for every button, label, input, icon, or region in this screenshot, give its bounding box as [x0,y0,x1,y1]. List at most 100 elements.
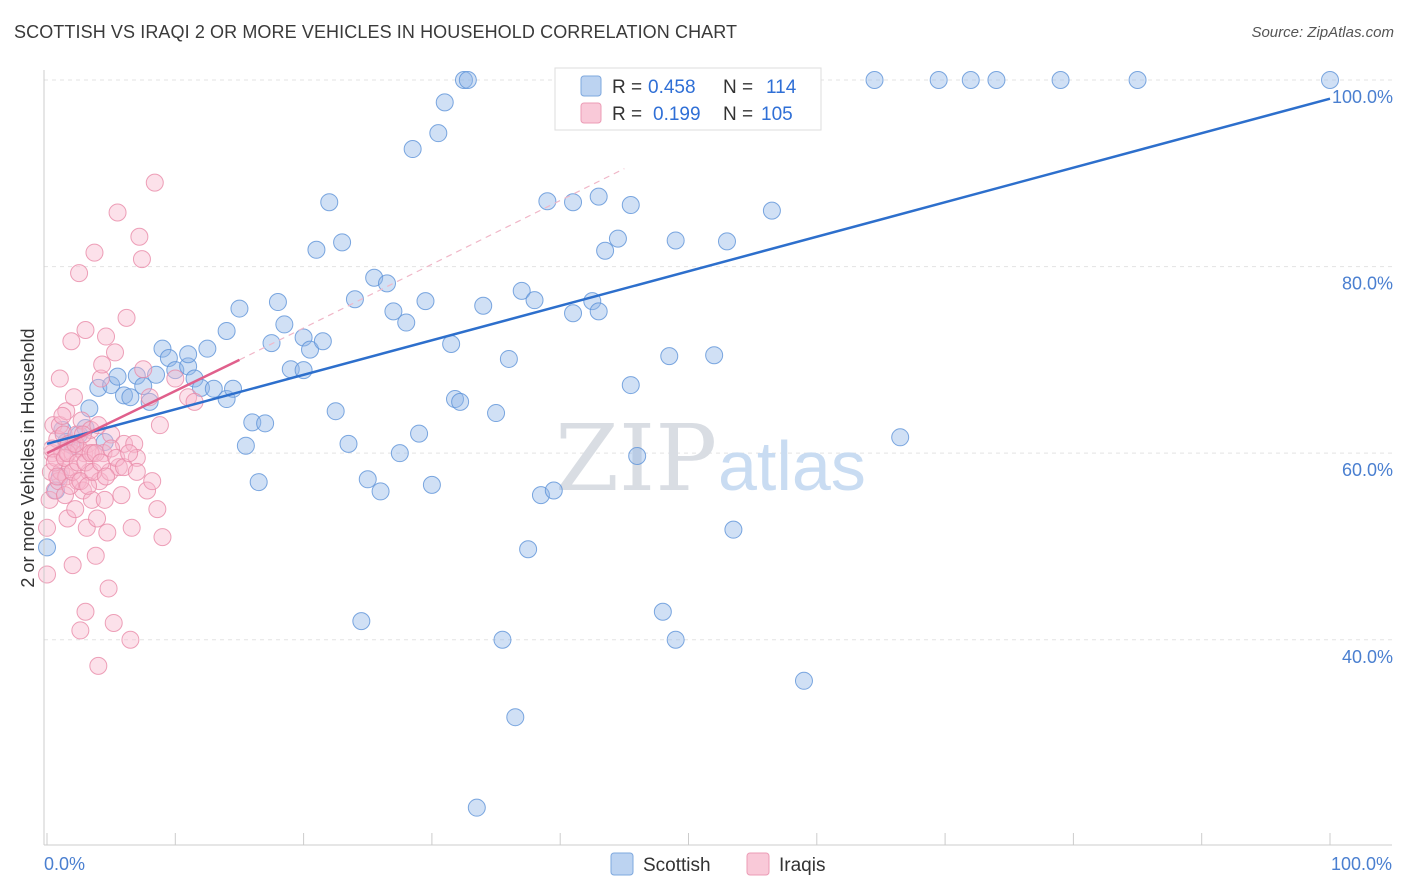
point-scottish-13 [114,386,133,405]
point-scottish-34 [249,473,268,492]
point-iraqis-51 [95,490,114,509]
y-axis-title: 2 or more Vehicles in Household [18,328,38,587]
point-iraqis-99 [97,467,116,486]
legend-n-value-iraqis: 105 [761,104,793,125]
point-scottish-45 [320,193,339,212]
point-scottish-62 [429,124,448,143]
point-scottish-48 [339,434,358,453]
source-label: Source: ZipAtlas.com [1251,24,1394,41]
point-scottish-23 [179,345,198,364]
y-tick-label-2: 60.0% [1342,460,1393,480]
point-scottish-88 [621,196,640,215]
point-scottish-97 [705,346,724,365]
point-iraqis-28 [70,264,89,283]
point-iraqis-11 [50,369,69,388]
legend-n-value-scottish: 114 [766,77,797,98]
point-scottish-65 [445,390,464,409]
trend-line-scottish [46,97,1331,446]
point-scottish-66 [451,392,470,411]
point-scottish-76 [519,540,538,559]
point-scottish-58 [403,140,422,159]
point-scottish-0 [38,538,56,557]
point-iraqis-23 [63,556,82,575]
point-scottish-108 [987,71,1006,89]
point-iraqis-42 [85,243,104,262]
point-iraqis-95 [81,444,100,463]
point-iraqis-36 [77,518,96,537]
point-iraqis-34 [76,321,95,340]
point-iraqis-75 [148,500,167,519]
point-scottish-94 [666,231,685,250]
x-tick-label-100: 100.0% [1331,854,1392,874]
point-iraqis-58 [105,343,124,362]
point-iraqis-68 [130,227,149,246]
point-iraqis-70 [134,360,153,379]
point-scottish-107 [961,71,980,89]
y-tick-label-0: 100.0% [1332,87,1393,107]
point-scottish-26 [198,339,217,358]
point-iraqis-30 [71,621,90,640]
point-scottish-63 [435,93,454,112]
trend-line-iraqis [46,358,240,455]
point-scottish-44 [313,332,332,351]
point-iraqis-77 [153,528,172,547]
point-iraqis-74 [145,173,164,192]
point-scottish-86 [596,241,615,260]
point-scottish-101 [762,201,781,220]
legend-r-label-2: R = [612,104,642,125]
y-tick-label-3: 40.0% [1342,647,1393,667]
point-scottish-64 [442,335,461,354]
point-scottish-59 [410,424,429,443]
point-scottish-31 [230,299,249,318]
point-scottish-60 [416,292,435,311]
bottom-legend-swatch-scottish [610,852,634,876]
point-iraqis-54 [99,579,118,598]
point-iraqis-64 [121,630,140,649]
point-scottish-82 [564,193,583,212]
point-iraqis-44 [88,509,107,528]
point-iraqis-40 [82,490,101,509]
point-iraqis-76 [150,416,169,435]
point-iraqis-94 [79,476,98,495]
legend-r-value-iraqis: 0.199 [653,104,701,125]
point-scottish-85 [589,187,608,206]
trend-extension-iraqis [239,168,625,361]
legend-n-label-2: N = [723,104,753,125]
point-scottish-105 [891,428,910,447]
point-scottish-111 [1321,71,1339,89]
point-scottish-43 [307,240,326,259]
point-scottish-75 [512,281,531,300]
point-scottish-19 [153,339,172,358]
point-scottish-99 [724,520,743,539]
point-scottish-57 [397,313,416,332]
point-scottish-51 [358,470,377,489]
point-scottish-73 [499,349,518,368]
legend-r-value-scottish: 0.458 [648,77,696,98]
legend-swatch-scottish [580,75,602,97]
point-scottish-98 [717,232,736,251]
series-iraqis-points [38,173,204,675]
point-scottish-12 [108,367,127,386]
point-scottish-37 [268,293,287,312]
point-iraqis-48 [91,369,110,388]
point-scottish-49 [345,290,364,309]
point-iraqis-90 [68,453,87,472]
point-scottish-14 [121,388,140,407]
watermark-atlas: atlas [718,427,866,505]
point-iraqis-88 [63,462,82,481]
point-iraqis-71 [138,481,157,500]
trend-lines [46,97,1331,455]
point-scottish-81 [564,304,583,323]
point-iraqis-103 [120,444,139,463]
point-iraqis-47 [90,472,109,491]
point-scottish-61 [422,475,441,494]
chart-title: SCOTTISH VS IRAQI 2 OR MORE VEHICLES IN … [14,22,738,42]
point-iraqis-52 [97,327,116,346]
point-iraqis-66 [125,434,144,453]
point-scottish-80 [544,481,563,500]
point-iraqis-31 [72,411,91,430]
stats-legend: R = 0.458 N = 114 R = 0.199 N = 105 [554,67,822,131]
point-scottish-36 [262,334,281,353]
point-iraqis-35 [76,602,95,621]
point-scottish-27 [204,379,223,398]
